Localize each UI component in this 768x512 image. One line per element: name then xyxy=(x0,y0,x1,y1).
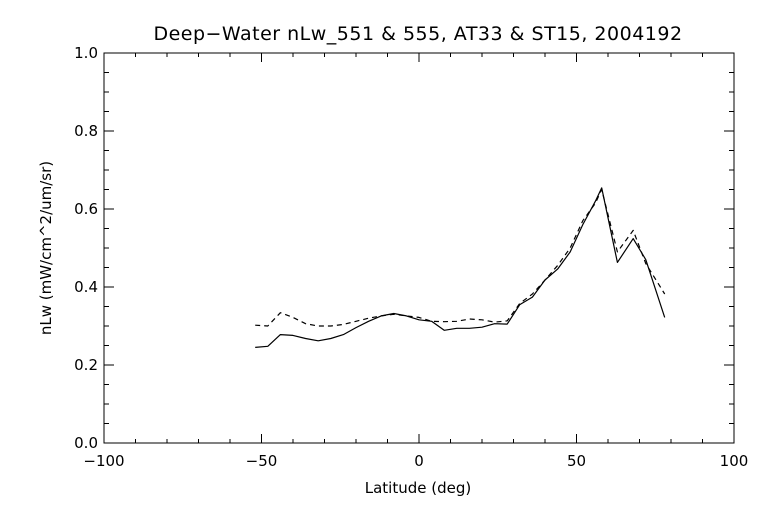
x-tick-label: 0 xyxy=(414,452,424,470)
x-axis-label: Latitude (deg) xyxy=(365,479,471,497)
y-tick-label: 0.0 xyxy=(74,434,98,452)
axis-ticks xyxy=(103,52,735,444)
x-tick-label: −50 xyxy=(246,452,278,470)
y-tick-label: 0.8 xyxy=(74,122,98,140)
data-series xyxy=(255,187,666,348)
x-tick-label: −100 xyxy=(83,452,124,470)
tick-labels: −100 −50 0 50 100 0.0 0.2 0.4 0.6 0.8 1.0 xyxy=(74,44,748,470)
chart-title: Deep−Water nLw_551 & 555, AT33 & ST15, 2… xyxy=(153,23,682,45)
solid-series-line xyxy=(255,187,666,348)
y-axis-label: nLw (mW/cm^2/um/sr) xyxy=(37,161,55,335)
x-tick-label: 50 xyxy=(567,452,586,470)
y-tick-label: 0.2 xyxy=(74,356,98,374)
y-tick-label: 1.0 xyxy=(74,44,98,62)
y-tick-label: 0.4 xyxy=(74,278,98,296)
y-tick-label: 0.6 xyxy=(74,200,98,218)
dashed-series-line xyxy=(255,188,666,327)
x-tick-label: 100 xyxy=(720,452,749,470)
